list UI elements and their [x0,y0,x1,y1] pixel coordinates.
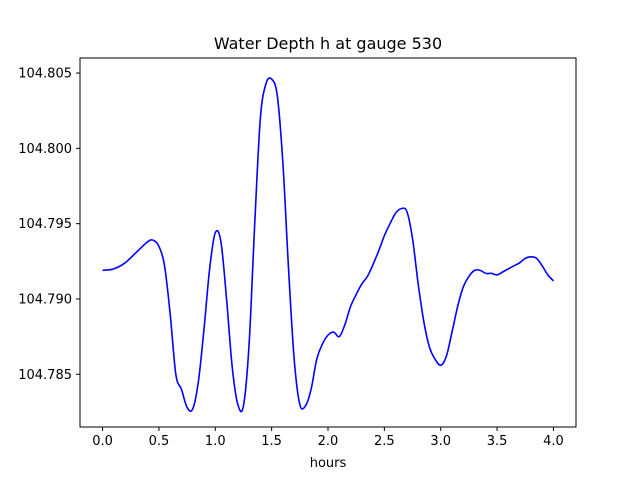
data-point [322,344,323,345]
data-point [525,258,526,259]
y-tick-label: 104.785 [18,368,72,383]
data-point [113,268,114,269]
x-tick-label: 4.0 [543,434,564,449]
data-point [266,83,267,84]
data-point [418,283,419,284]
data-point [305,405,306,406]
data-point [204,329,205,330]
data-point [395,213,396,214]
x-tick-label: 0.5 [149,434,170,449]
data-point [468,276,469,277]
data-point [220,241,221,242]
x-axis: 0.0 0.5 1.0 1.5 2.0 2.5 3.0 3.5 4.0 [92,427,564,449]
data-point [423,321,424,322]
data-point [502,271,503,272]
x-tick-label: 2.5 [374,434,395,449]
y-axis: 104.785 104.790 104.795 104.800 104.805 [18,67,80,383]
data-point [429,347,430,348]
x-tick-label: 1.0 [205,434,226,449]
series-line-0 [102,77,555,413]
data-point [232,366,233,367]
data-point [198,381,199,382]
data-point [491,273,492,274]
data-point [440,365,441,366]
data-point [553,280,554,281]
data-point [328,335,329,336]
data-point [153,240,154,241]
y-tick-label: 104.805 [18,67,72,82]
data-point [474,270,475,271]
data-point [271,79,272,80]
y-tick-label: 104.800 [18,142,72,157]
data-point [339,336,340,337]
data-point [209,268,210,269]
x-axis-label: hours [310,456,347,471]
data-point [547,274,548,275]
data-point [102,270,103,271]
plot-area [79,57,577,428]
data-point [282,163,283,164]
data-point [226,298,227,299]
series-group [102,77,555,413]
data-point [401,208,402,209]
data-point [237,404,238,405]
data-point [249,344,250,345]
data-point [158,246,159,247]
data-point [254,223,255,224]
x-tick-label: 3.5 [487,434,508,449]
data-point [457,306,458,307]
data-point [215,232,216,233]
data-point [412,238,413,239]
data-point [192,408,193,409]
data-point [446,356,447,357]
data-point [514,265,515,266]
data-point [497,274,498,275]
data-point [485,273,486,274]
data-point [277,95,278,96]
data-point [530,256,531,257]
data-point [373,264,374,265]
data-point [136,252,137,253]
data-point [175,374,176,375]
x-tick-label: 2.0 [318,434,339,449]
data-point [390,223,391,224]
data-point [384,235,385,236]
x-tick-label: 1.5 [261,434,282,449]
data-point [294,359,295,360]
data-point [435,359,436,360]
x-tick-label: 0.0 [92,434,113,449]
data-point [288,268,289,269]
chart-title: Water Depth h at gauge 530 [214,34,442,53]
data-point [344,324,345,325]
data-point [378,250,379,251]
data-point [181,389,182,390]
x-tick-label: 3.0 [430,434,451,449]
data-point [243,405,244,406]
data-point [542,265,543,266]
data-point [333,332,334,333]
data-point [316,359,317,360]
data-point [508,268,509,269]
data-point [350,306,351,307]
data-point [187,407,188,408]
data-point [361,283,362,284]
y-tick-label: 104.790 [18,292,72,307]
data-point [406,211,407,212]
data-point [519,262,520,263]
data-point [170,314,171,315]
data-point [480,270,481,271]
data-point [260,118,261,119]
data-point [299,404,300,405]
data-point [452,332,453,333]
data-point [356,294,357,295]
data-point [147,241,148,242]
data-point [536,258,537,259]
data-point [125,262,126,263]
data-point [311,389,312,390]
data-point [164,265,165,266]
data-point [367,276,368,277]
y-tick-label: 104.795 [18,217,72,232]
data-point [463,286,464,287]
